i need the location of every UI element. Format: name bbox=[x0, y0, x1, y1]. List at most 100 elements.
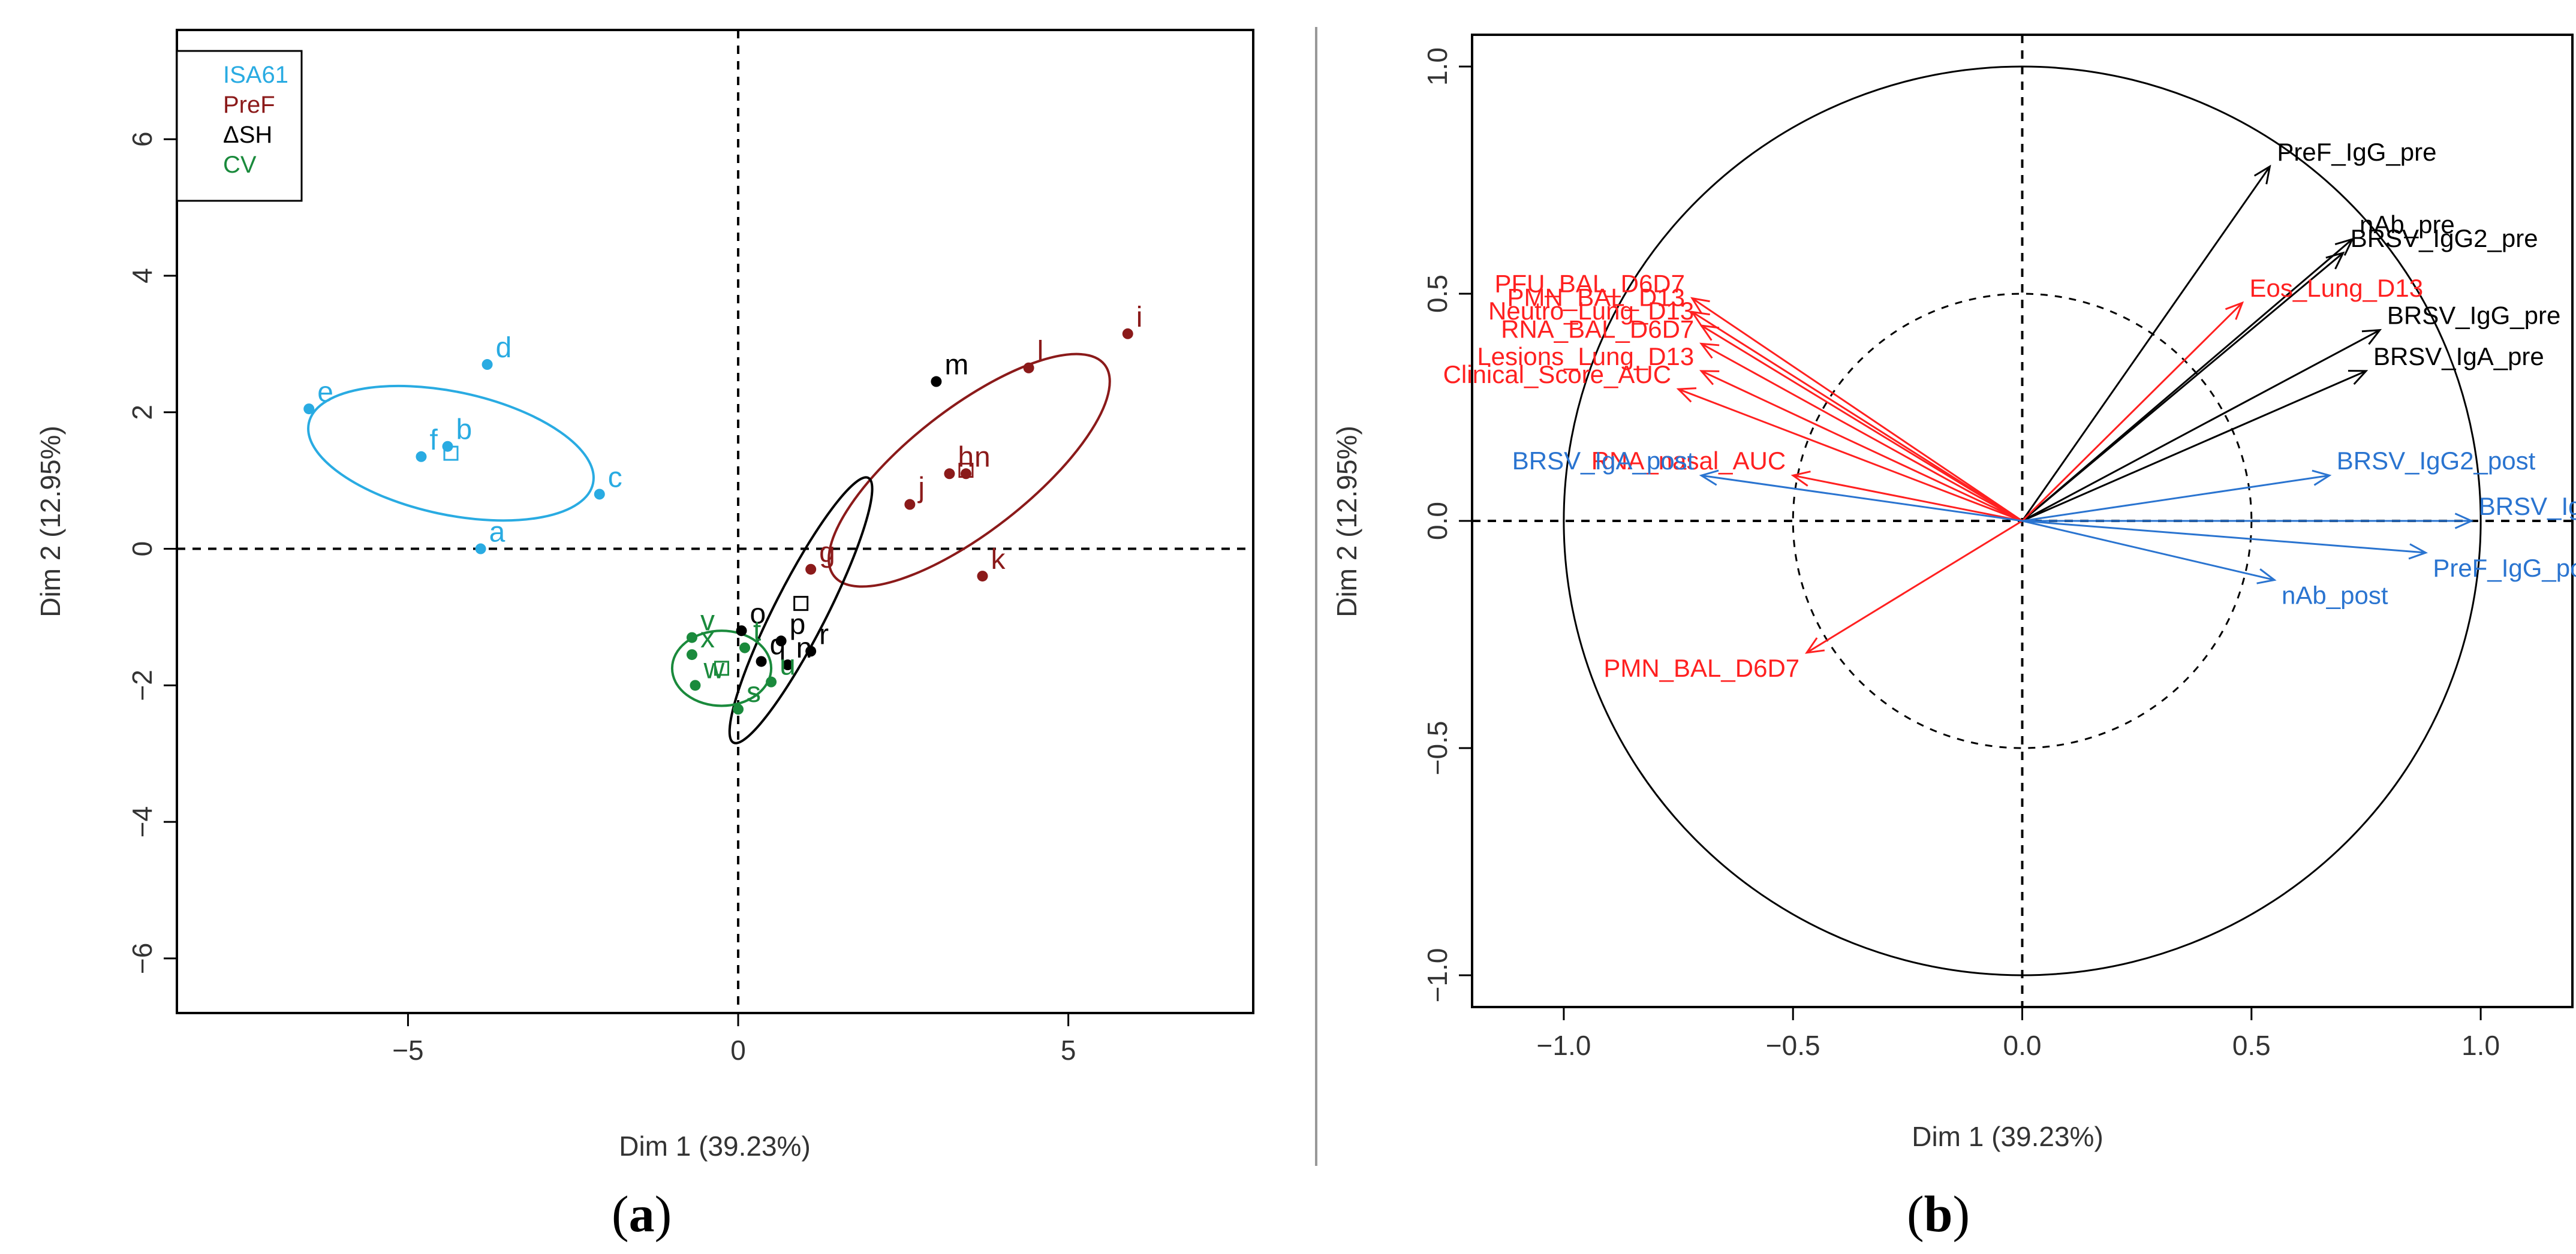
vector-label: BRSV_IgG_post bbox=[2479, 492, 2576, 520]
vector-neutro-lung-d13: Neutro_Lung_D13 bbox=[1488, 297, 2023, 522]
point-e bbox=[303, 403, 315, 415]
vector-brsv-igg2-pre: BRSV_IgG2_pre bbox=[2021, 224, 2538, 522]
point-label: m bbox=[944, 349, 968, 381]
panel-a-x-axis: −5 0 5 bbox=[392, 1012, 1076, 1066]
point-label: p bbox=[790, 608, 806, 640]
panel-a-reference-lines bbox=[177, 30, 1253, 1013]
panel-a-caption: (a) bbox=[612, 1184, 672, 1244]
panel-a-y-axis: −6 −4 −2 0 2 4 6 bbox=[127, 131, 178, 974]
vector-brsv-igg2-post: BRSV_IgG2_post bbox=[2022, 447, 2536, 522]
point-label: q bbox=[770, 629, 786, 661]
vector-arrowhead bbox=[2225, 301, 2244, 320]
caption-letter: a bbox=[628, 1185, 655, 1243]
vector-eos-lung-d13: Eos_Lung_D13 bbox=[2021, 274, 2424, 522]
point-label: a bbox=[489, 517, 505, 548]
point-label: v bbox=[700, 605, 715, 637]
y-tick-label: −0.5 bbox=[1422, 721, 1453, 776]
legend-entry-1: PreF bbox=[223, 92, 275, 118]
vector-arrowhead bbox=[1690, 311, 1710, 328]
point-r bbox=[805, 646, 817, 657]
vector-label: RNA_BAL_D6D7 bbox=[1501, 315, 1694, 343]
vector-arrow-shaft bbox=[2021, 165, 2271, 522]
vector-arrowhead bbox=[1805, 637, 1825, 654]
vector-arrowhead bbox=[1790, 471, 1811, 487]
vector-label: Eos_Lung_D13 bbox=[2250, 274, 2424, 302]
vector-arrowhead bbox=[2253, 164, 2271, 185]
vector-label: Clinical_Score_AUC bbox=[1443, 360, 1671, 388]
y-tick-label: 1.0 bbox=[1422, 47, 1453, 86]
point-q bbox=[756, 656, 767, 667]
vector-pmn-bal-d6d7: PMN_BAL_D6D7 bbox=[1603, 520, 2023, 682]
group-centroid-marker bbox=[714, 661, 730, 676]
vector-arrow-shaft bbox=[1792, 474, 2023, 522]
vector-label: nAb_pre bbox=[2360, 210, 2455, 239]
vector-label: PreF_IgG_pre bbox=[2277, 138, 2436, 166]
ellipse-isa61 bbox=[307, 384, 595, 522]
vector-arrowhead bbox=[2361, 328, 2382, 345]
point-v bbox=[686, 632, 697, 643]
y-tick-label: 0 bbox=[127, 541, 158, 557]
point-d bbox=[482, 359, 493, 370]
panel-b-variables-plot: −1.0 −0.5 0.0 0.5 1.0 −1.0 −0.5 0.0 0.5 1.0 PreF… bbox=[1331, 34, 2576, 1152]
point-s bbox=[733, 704, 744, 715]
vector-label: Neutro_Lung_D13 bbox=[1488, 297, 1694, 325]
panel-b-y-axis-label: Dim 2 (12.95%) bbox=[1331, 426, 1362, 617]
vector-label: nAb_post bbox=[2282, 581, 2388, 610]
vector-arrowhead bbox=[2408, 543, 2428, 560]
panel-b-x-axis: −1.0 −0.5 0.0 0.5 1.0 bbox=[1537, 1006, 2500, 1061]
point-u bbox=[766, 676, 777, 688]
point-label: e bbox=[317, 376, 333, 408]
vector-label: PMN_BAL_D13 bbox=[1507, 283, 1685, 311]
vector-pref-igg-pre: PreF_IgG_pre bbox=[2021, 138, 2437, 522]
vector-pref-igg-post: PreF_IgG_post bbox=[2022, 520, 2576, 582]
point-t bbox=[739, 642, 751, 653]
point-label: c bbox=[608, 462, 622, 493]
point-w bbox=[690, 680, 701, 691]
vector-arrow-shaft bbox=[2021, 329, 2381, 522]
vector-nab-pre: nAb_pre bbox=[2021, 210, 2455, 522]
point-i bbox=[1122, 328, 1133, 339]
point-label: g bbox=[819, 537, 835, 569]
vector-arrow-shaft bbox=[1692, 311, 2023, 522]
vector-label: BRSV_IgA_post bbox=[1512, 447, 1695, 475]
vector-arrowhead bbox=[1676, 387, 1697, 403]
point-n bbox=[782, 659, 793, 671]
vector-arrow-shaft bbox=[1701, 474, 2023, 522]
point-l bbox=[1023, 362, 1034, 373]
point-label: x bbox=[700, 622, 715, 654]
panel-a-legend: ISA61 PreF ΔSH CV bbox=[176, 50, 303, 202]
vector-arrow-shaft bbox=[2022, 474, 2330, 522]
ellipse-cv bbox=[670, 629, 773, 707]
point-p bbox=[775, 635, 787, 647]
vector-arrowhead bbox=[1699, 342, 1720, 359]
vector-brsv-igg-post: BRSV_IgG_post bbox=[2022, 492, 2576, 529]
point-label: n bbox=[974, 441, 991, 473]
point-label: l bbox=[1037, 336, 1044, 367]
caption-paren-open: ( bbox=[612, 1185, 629, 1243]
vector-arrow-shaft bbox=[1692, 297, 2023, 522]
panel-b-caption: (b) bbox=[1907, 1184, 1970, 1244]
vector-arrow-shaft bbox=[2022, 520, 2275, 581]
caption-paren-close: ) bbox=[654, 1185, 672, 1243]
vector-label: BRSV_IgG2_post bbox=[2337, 447, 2536, 475]
vector-arrow-shaft bbox=[1678, 388, 2023, 522]
legend-entry-2: ΔSH bbox=[223, 122, 272, 148]
x-tick-label: 5 bbox=[1061, 1035, 1076, 1066]
point-label: d bbox=[496, 332, 512, 364]
vector-arrow-shaft bbox=[2022, 520, 2426, 554]
vector-brsv-iga-pre: BRSV_IgA_pre bbox=[2021, 342, 2544, 522]
vector-arrowhead bbox=[2454, 513, 2474, 529]
x-tick-label: −0.5 bbox=[1766, 1030, 1820, 1061]
y-tick-label: 6 bbox=[127, 131, 158, 147]
vector-label: BRSV_IgG_pre bbox=[2387, 302, 2561, 330]
vector-nab-post: nAb_post bbox=[2022, 520, 2388, 610]
x-tick-label: 1.0 bbox=[2461, 1030, 2500, 1061]
ellipse-pref bbox=[827, 352, 1111, 588]
point-label: w bbox=[703, 653, 724, 685]
y-tick-label: −6 bbox=[127, 943, 158, 974]
point-label: h bbox=[958, 441, 974, 473]
point-label: u bbox=[780, 650, 796, 682]
panel-a-x-axis-label: Dim 1 (39.23%) bbox=[619, 1131, 811, 1162]
vector-lesions-lung-d13: Lesions_Lung_D13 bbox=[1477, 342, 2023, 522]
